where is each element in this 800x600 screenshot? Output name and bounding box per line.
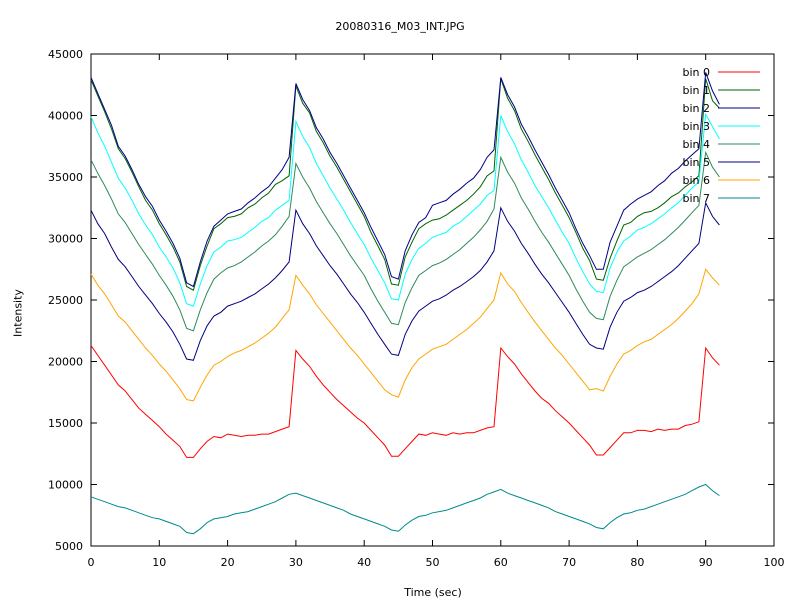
y-tick-label: 20000 (48, 356, 83, 369)
y-tick-label: 25000 (48, 294, 83, 307)
legend-label: bin 6 (682, 174, 710, 187)
y-tick-label: 45000 (48, 48, 83, 61)
legend-label: bin 7 (682, 192, 710, 205)
y-tick-label: 30000 (48, 233, 83, 246)
series-line-bin-3 (90, 112, 720, 307)
x-tick-label: 10 (152, 556, 166, 569)
series-line-bin-2 (90, 72, 720, 288)
series-line-bin-1 (90, 78, 720, 291)
legend: bin 0 bin 1 bin 2 bin 3 bin 4 bin 5 bin 6 bin 7 (682, 66, 760, 205)
plot-frame (90, 53, 775, 547)
legend-label: bin 3 (682, 120, 710, 133)
x-tick-label: 90 (699, 556, 713, 569)
x-tick-label: 80 (630, 556, 644, 569)
legend-label: bin 5 (682, 156, 710, 169)
x-tick-label: 20 (221, 556, 235, 569)
series-layer (90, 72, 720, 535)
y-tick-label: 40000 (48, 110, 83, 123)
series-line-bin-5 (90, 201, 720, 361)
y-axis: 5000 10000 15000 20000 25000 30000 35000 40000 4… (48, 48, 774, 553)
legend-label: bin 0 (682, 66, 710, 79)
x-tick-label: 100 (764, 556, 785, 569)
y-tick-label: 35000 (48, 171, 83, 184)
series-line-bin-6 (90, 268, 720, 402)
x-tick-label: 40 (357, 556, 371, 569)
y-tick-label: 5000 (55, 540, 83, 553)
x-tick-label: 0 (88, 556, 95, 569)
legend-label: bin 2 (682, 102, 710, 115)
legend-label: bin 4 (682, 138, 710, 151)
y-tick-label: 15000 (48, 417, 83, 430)
chart-title: 20080316_M03_INT.JPG (335, 20, 465, 33)
legend-label: bin 1 (682, 84, 710, 97)
x-tick-label: 70 (562, 556, 576, 569)
x-tick-label: 60 (494, 556, 508, 569)
x-tick-label: 30 (289, 556, 303, 569)
series-line-bin-7 (90, 483, 720, 535)
x-tick-label: 50 (426, 556, 440, 569)
x-axis-label: Time (sec) (404, 586, 462, 599)
y-tick-label: 10000 (48, 479, 83, 492)
series-line-bin-4 (90, 150, 720, 332)
x-axis: 0 10 20 30 40 50 60 70 80 90 100 (88, 54, 785, 569)
series-line-bin-0 (90, 345, 720, 458)
